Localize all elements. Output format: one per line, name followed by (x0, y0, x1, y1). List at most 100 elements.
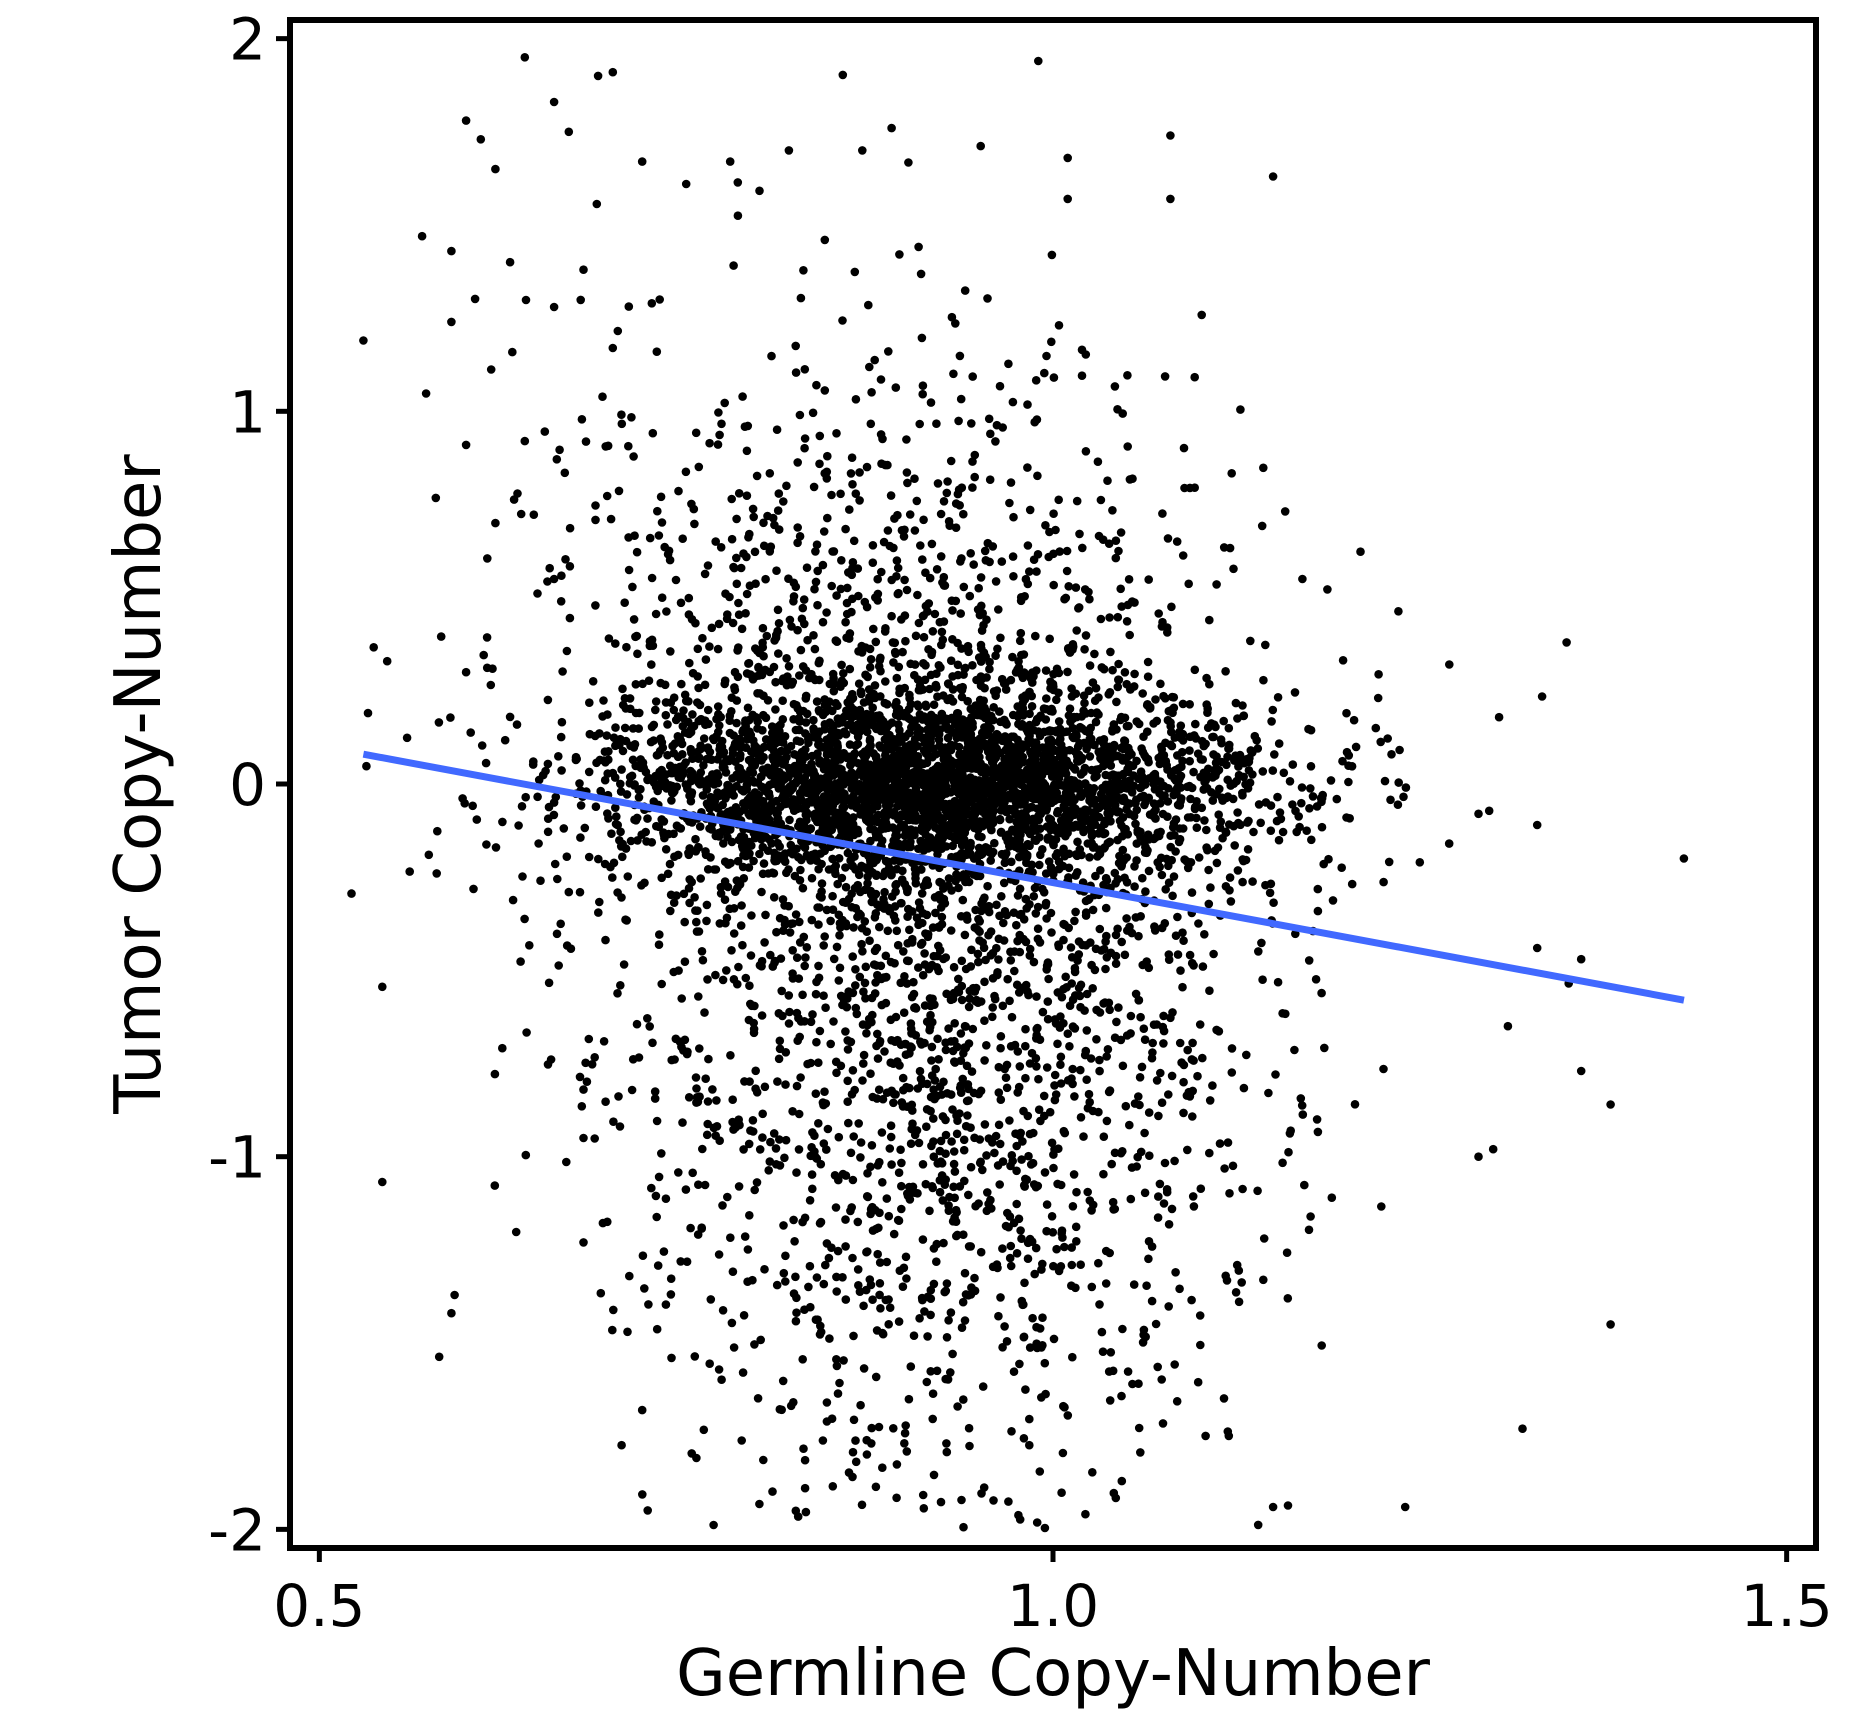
data-point (734, 1182, 744, 1191)
data-point (1225, 886, 1234, 895)
data-point (994, 934, 1004, 944)
data-point (795, 532, 805, 541)
data-point (1119, 793, 1129, 803)
data-point (1131, 798, 1140, 808)
data-point (1062, 566, 1072, 576)
data-point (1044, 857, 1054, 866)
data-point (880, 627, 890, 636)
data-point (1041, 521, 1050, 530)
data-point (1185, 756, 1194, 766)
data-point (577, 415, 587, 424)
data-point (1023, 541, 1033, 550)
data-point (898, 647, 907, 657)
data-point (1380, 776, 1390, 786)
data-point (614, 1092, 623, 1101)
data-point (789, 1215, 798, 1225)
data-point (1233, 714, 1242, 723)
data-point (533, 589, 542, 598)
data-point (990, 1148, 999, 1158)
data-point (1072, 1187, 1081, 1197)
data-point (575, 1072, 585, 1082)
data-point (1016, 628, 1026, 638)
data-point (1053, 1039, 1062, 1049)
data-point (892, 1493, 901, 1503)
data-point (716, 543, 726, 552)
data-point (910, 474, 919, 484)
data-point (624, 565, 634, 575)
data-point (514, 821, 523, 830)
data-point (794, 1145, 804, 1154)
data-point (729, 929, 739, 938)
data-point (859, 1301, 868, 1311)
data-point (1003, 741, 1013, 751)
data-point (1113, 405, 1122, 414)
data-point (634, 793, 644, 802)
data-point (948, 1105, 957, 1114)
data-point (900, 575, 909, 585)
data-point (914, 618, 924, 628)
data-point (1288, 800, 1297, 809)
data-point (726, 1051, 735, 1060)
data-point (1154, 1192, 1163, 1201)
data-point (1126, 1194, 1136, 1204)
data-point (869, 624, 878, 634)
data-point (1071, 991, 1080, 1000)
data-point (886, 1121, 896, 1130)
data-point (839, 669, 848, 678)
data-point (1014, 818, 1024, 827)
data-point (791, 1272, 800, 1282)
data-point (1190, 483, 1199, 493)
data-point (986, 711, 996, 721)
data-point (690, 1352, 700, 1361)
data-point (899, 947, 908, 956)
data-point (833, 879, 842, 889)
data-point (906, 1362, 916, 1371)
data-point (775, 1405, 785, 1414)
data-point (657, 979, 666, 989)
data-point (556, 597, 566, 606)
data-point (795, 938, 805, 947)
data-point (744, 658, 754, 668)
data-point (983, 881, 992, 891)
data-point (815, 431, 825, 441)
data-point (1162, 1187, 1172, 1197)
data-point (1011, 668, 1021, 677)
data-point (1045, 527, 1054, 537)
data-point (918, 759, 928, 769)
data-point (816, 1217, 826, 1227)
data-point (948, 1349, 957, 1359)
data-point (1064, 582, 1073, 591)
data-point (948, 606, 957, 615)
data-point (1035, 1324, 1045, 1333)
data-point (1171, 1268, 1180, 1277)
data-point (1106, 647, 1115, 657)
data-point (1274, 835, 1284, 845)
data-point (923, 1332, 932, 1341)
data-point (811, 577, 821, 587)
data-point (562, 1157, 571, 1167)
data-point (600, 747, 610, 756)
data-point (916, 541, 925, 550)
data-point (1129, 1280, 1139, 1289)
data-point (1000, 1322, 1009, 1331)
data-point (553, 874, 562, 884)
data-point (1109, 1205, 1118, 1214)
data-point (799, 266, 808, 275)
data-point (959, 582, 969, 592)
data-point (1049, 549, 1058, 559)
data-point (966, 1242, 975, 1251)
data-point (1015, 1062, 1025, 1071)
data-point (1265, 888, 1275, 898)
data-point (917, 938, 927, 948)
data-point (1215, 1139, 1225, 1148)
data-point (1000, 858, 1010, 868)
data-point (991, 577, 1001, 586)
data-point (929, 1114, 938, 1123)
data-point (436, 632, 446, 641)
data-point (1008, 825, 1017, 835)
data-point (1344, 777, 1353, 787)
data-point (681, 1185, 691, 1194)
data-point (680, 1035, 690, 1045)
data-point (1207, 788, 1216, 797)
data-point (781, 1080, 790, 1089)
